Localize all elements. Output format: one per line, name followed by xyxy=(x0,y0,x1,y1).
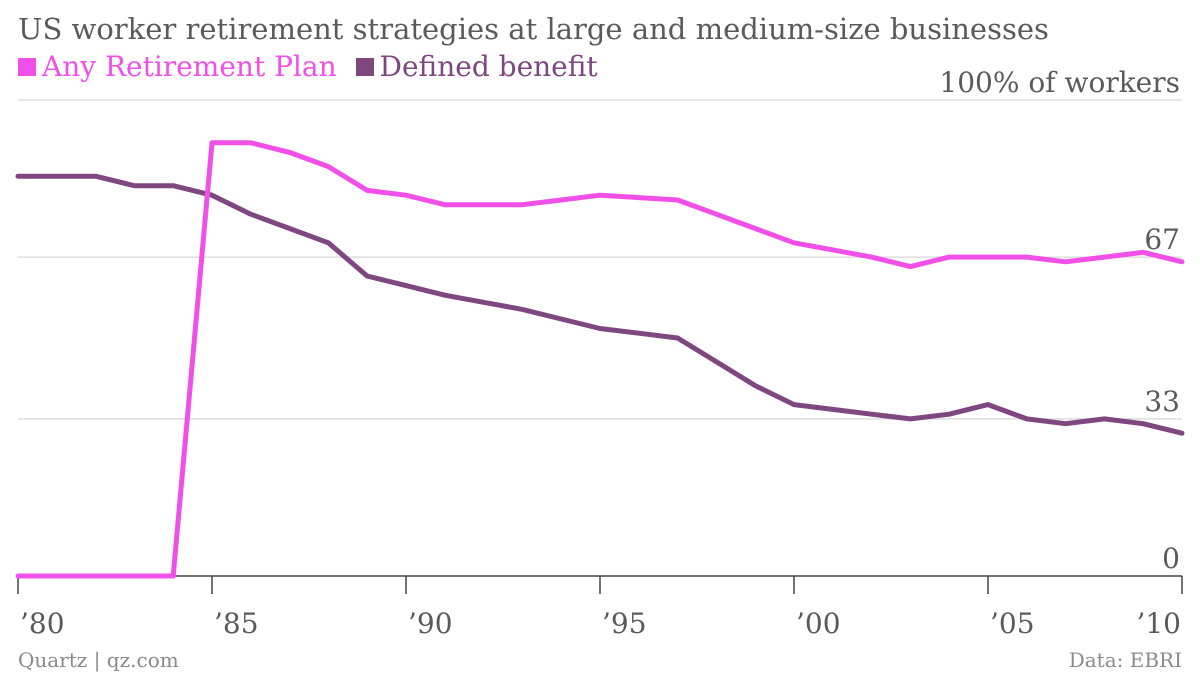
x-tick-label-1985: ’85 xyxy=(214,607,259,640)
y-tick-label-100: 100% of workers xyxy=(939,66,1180,99)
chart-title: US worker retirement strategies at large… xyxy=(18,12,1049,46)
x-tick-label-1980: ’80 xyxy=(20,607,65,640)
y-tick-label-67: 67 xyxy=(1144,223,1180,256)
x-tick-label-2010: ’10 xyxy=(1136,607,1181,640)
y-tick-label-0: 0 xyxy=(1162,542,1180,575)
legend-item-defined-benefit: Defined benefit xyxy=(355,50,598,83)
legend: Any Retirement Plan Defined benefit xyxy=(18,50,608,83)
x-tick-label-2000: ’00 xyxy=(796,607,841,640)
legend-label-any-retirement-plan: Any Retirement Plan xyxy=(42,50,337,83)
x-tick-label-1990: ’90 xyxy=(408,607,453,640)
y-tick-label-33: 33 xyxy=(1144,385,1180,418)
legend-swatch-any-retirement-plan xyxy=(18,58,36,76)
footer-source: Data: EBRI xyxy=(1068,648,1182,672)
legend-label-defined-benefit: Defined benefit xyxy=(379,50,598,83)
series-line-defined-benefit xyxy=(15,173,1185,436)
footer-credit: Quartz | qz.com xyxy=(18,648,179,672)
series-line-any-retirement-plan xyxy=(15,140,1185,579)
x-tick-label-1995: ’95 xyxy=(602,607,647,640)
legend-item-any-retirement-plan: Any Retirement Plan xyxy=(18,50,346,83)
x-tick-label-2005: ’05 xyxy=(990,607,1035,640)
legend-swatch-defined-benefit xyxy=(355,58,374,76)
